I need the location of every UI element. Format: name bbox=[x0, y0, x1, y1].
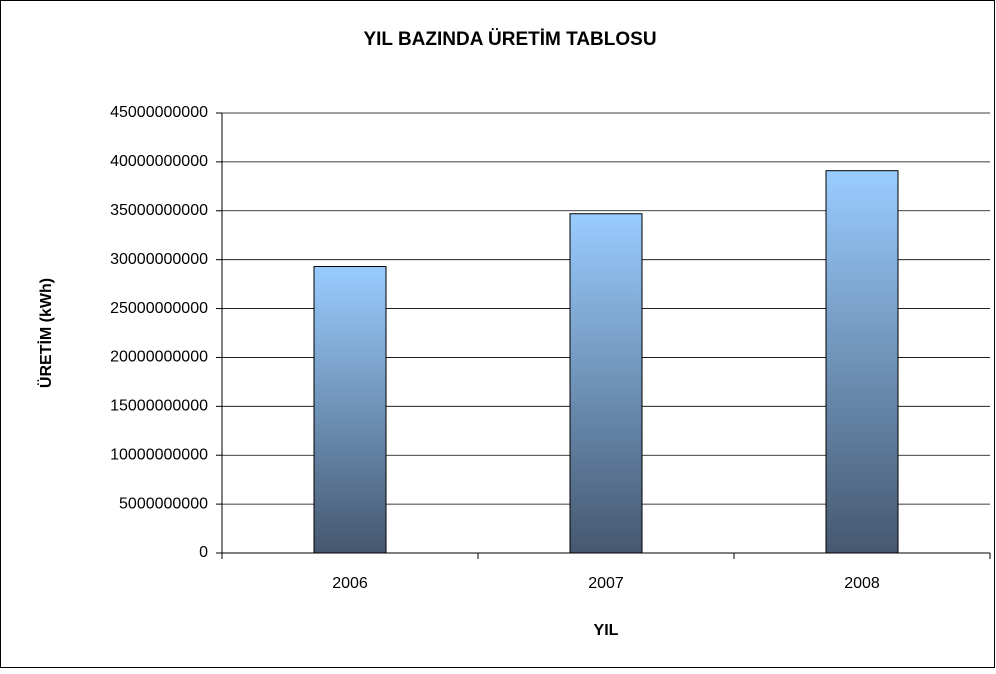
x-tick-label: 2007 bbox=[588, 575, 624, 592]
bar bbox=[825, 170, 899, 554]
y-tick-label: 15000000000 bbox=[110, 398, 208, 415]
x-tick-label: 2006 bbox=[332, 575, 368, 592]
bar bbox=[313, 266, 387, 554]
x-tick-label: 2008 bbox=[844, 575, 880, 592]
bar bbox=[569, 213, 643, 554]
y-tick-label: 35000000000 bbox=[110, 202, 208, 219]
y-tick-label: 20000000000 bbox=[110, 349, 208, 366]
y-tick-label: 30000000000 bbox=[110, 251, 208, 268]
y-axis-label: ÜRETİM (kWh) bbox=[36, 278, 55, 388]
x-axis-label: YIL bbox=[594, 622, 619, 639]
y-tick-label: 45000000000 bbox=[110, 104, 208, 121]
y-tick-label: 40000000000 bbox=[110, 153, 208, 170]
y-tick-label: 10000000000 bbox=[110, 446, 208, 463]
y-tick-label: 25000000000 bbox=[110, 300, 208, 317]
y-tick-label: 0 bbox=[199, 544, 208, 561]
y-tick-label: 5000000000 bbox=[119, 495, 208, 512]
chart-title: YIL BAZINDA ÜRETİM TABLOSU bbox=[363, 29, 656, 50]
